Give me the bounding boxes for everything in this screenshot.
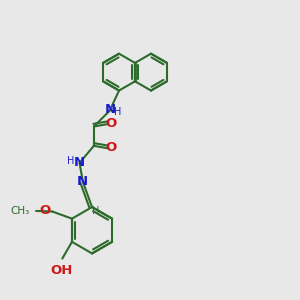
Text: H: H [114, 107, 122, 117]
Text: O: O [106, 141, 117, 154]
Text: N: N [77, 175, 88, 188]
Text: H: H [92, 206, 99, 216]
Text: N: N [74, 156, 85, 170]
Text: H: H [67, 156, 74, 167]
Text: O: O [106, 117, 117, 130]
Text: N: N [105, 103, 116, 116]
Text: CH₃: CH₃ [11, 206, 30, 216]
Text: OH: OH [50, 264, 73, 277]
Text: O: O [40, 204, 51, 217]
